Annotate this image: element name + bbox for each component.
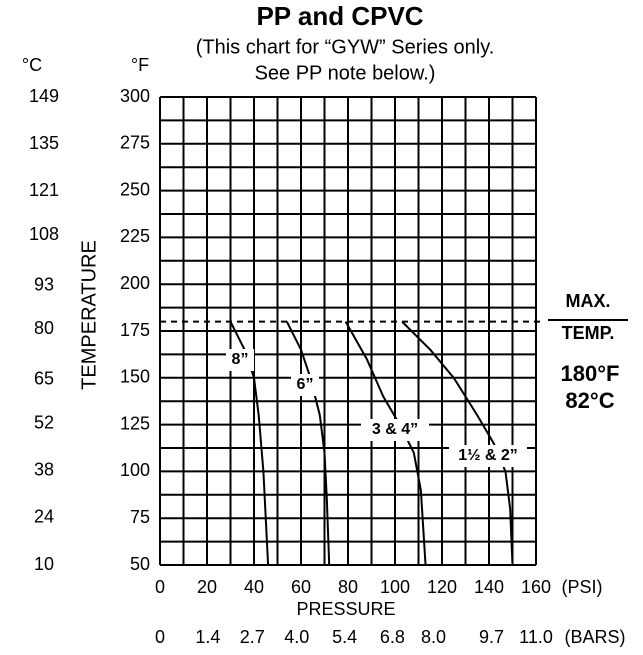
- y-tick-label: 75: [130, 507, 150, 527]
- y-tick-label: 100: [120, 460, 150, 480]
- chart-subtitle: See PP note below.): [255, 62, 436, 84]
- series-label-bg: [449, 445, 527, 467]
- x-tick-label: 140: [474, 577, 504, 597]
- y2-tick-label: 10: [34, 554, 54, 574]
- x2-tick-label: 11.0: [519, 627, 553, 647]
- x2-tick-label: 0: [155, 627, 165, 647]
- x2-tick-label: 1.4: [195, 627, 220, 647]
- x-tick-label: 100: [380, 577, 410, 597]
- annotation: MAX.: [566, 291, 611, 311]
- series-line: [344, 321, 427, 566]
- chart-subtitle: (This chart for “GYW” Series only.: [196, 36, 495, 58]
- series-label-bg: [361, 419, 429, 441]
- chart-title: PP and CPVC: [256, 1, 423, 31]
- x-unit: (PSI): [561, 577, 602, 597]
- series-label: 3 & 4”: [372, 421, 418, 438]
- annotation: 180°F: [561, 361, 620, 386]
- series-line: [401, 320, 514, 566]
- x-tick-label: 80: [338, 577, 358, 597]
- y2-tick-label: 135: [29, 133, 59, 153]
- y-tick-label: 125: [120, 413, 150, 433]
- y2-tick-label: 108: [29, 224, 59, 244]
- x2-unit: (BARS): [564, 627, 625, 647]
- y2-tick-label: 149: [29, 86, 59, 106]
- series-label: 1½ & 2”: [458, 447, 518, 464]
- x-tick-label: 60: [291, 577, 311, 597]
- annotation: TEMP.: [562, 323, 615, 343]
- x-axis-label: PRESSURE: [296, 599, 395, 619]
- y-tick-label: 200: [120, 273, 150, 293]
- series-label-bg: [291, 374, 319, 396]
- y-tick-label: 300: [120, 86, 150, 106]
- y-tick-label: 50: [130, 554, 150, 574]
- x2-tick-label: 5.4: [332, 627, 357, 647]
- y2-tick-label: 121: [29, 180, 59, 200]
- x-tick-label: 0: [155, 577, 165, 597]
- x2-tick-label: 8.0: [421, 627, 446, 647]
- x-tick-label: 20: [197, 577, 217, 597]
- x2-tick-label: 6.8: [380, 627, 405, 647]
- series-line: [286, 321, 331, 566]
- y-unit: °F: [131, 55, 149, 75]
- x2-tick-label: 9.7: [479, 627, 504, 647]
- x-tick-label: 160: [521, 577, 551, 597]
- y-tick-label: 150: [120, 367, 150, 387]
- y2-tick-label: 80: [34, 318, 54, 338]
- x2-tick-label: 4.0: [284, 627, 309, 647]
- y2-tick-label: 38: [34, 459, 54, 479]
- x-tick-label: 120: [427, 577, 457, 597]
- series-label: 6”: [297, 376, 314, 393]
- y-tick-label: 225: [120, 226, 150, 246]
- y2-tick-label: 24: [34, 507, 54, 527]
- y-axis-label: TEMPERATURE: [78, 240, 100, 390]
- y-tick-label: 275: [120, 133, 150, 153]
- series-label: 8”: [232, 351, 249, 368]
- y2-tick-label: 52: [34, 412, 54, 432]
- y2-tick-label: 65: [34, 369, 54, 389]
- y2-tick-label: 93: [34, 274, 54, 294]
- series-label-bg: [226, 349, 254, 371]
- annotation: 82°C: [565, 388, 614, 413]
- y2-unit: °C: [22, 55, 42, 75]
- y-tick-label: 250: [120, 179, 150, 199]
- y-tick-label: 175: [120, 320, 150, 340]
- x2-tick-label: 2.7: [240, 627, 265, 647]
- x-tick-label: 40: [244, 577, 264, 597]
